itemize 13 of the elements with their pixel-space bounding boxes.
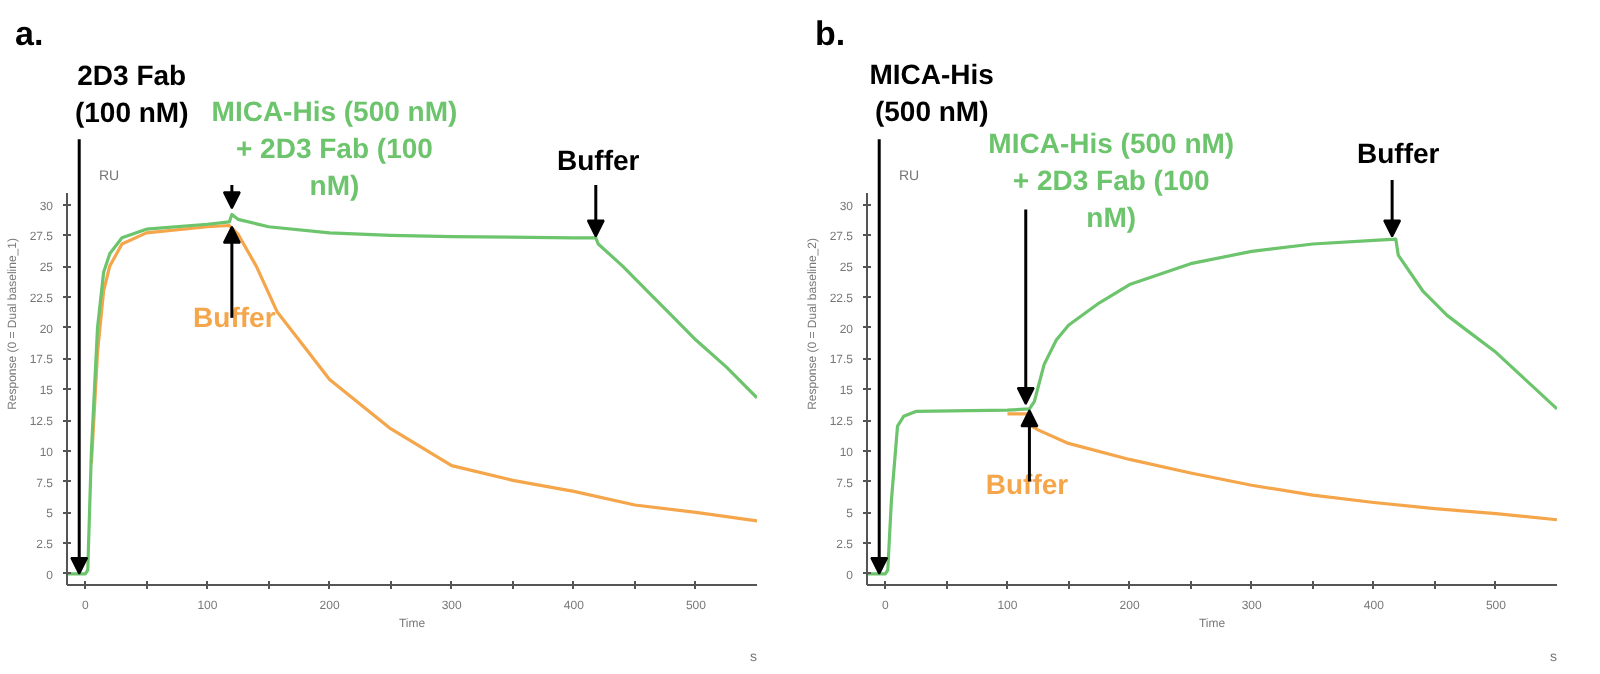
annotation: Buffer — [1357, 136, 1441, 169]
annotation: Buffer — [985, 468, 1070, 501]
annotation: Buffer — [193, 300, 277, 333]
chart-title: b. — [815, 15, 846, 53]
annotation: MICA-His (500 nM) — [869, 58, 995, 128]
annotation: MICA-His (500 nM) + 2D3 Fab (100 nM) — [211, 95, 458, 201]
chart-title: a. — [15, 15, 44, 53]
annotation: MICA-His (500 nM) + 2D3 Fab (100 nM) — [988, 127, 1235, 233]
line-series — [67, 212, 757, 576]
line-series — [867, 237, 1557, 576]
line-series — [89, 223, 757, 523]
annotation: Buffer — [557, 144, 641, 177]
annotation: 2D3 Fab (100 nM) — [74, 59, 189, 129]
